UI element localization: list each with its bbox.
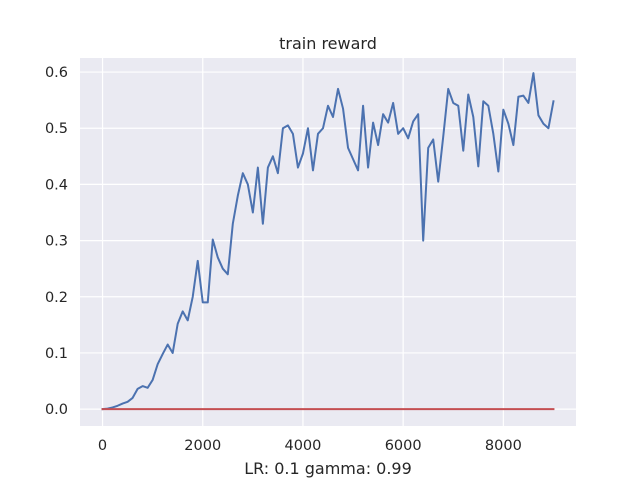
chart-title: train reward — [279, 34, 377, 53]
y-tick-label: 0.2 — [45, 290, 68, 306]
reward-series-line — [101, 72, 555, 411]
y-tick-label: 0.4 — [45, 177, 68, 193]
x-tick-label: 8000 — [485, 438, 522, 454]
x-tick-label: 6000 — [385, 438, 422, 454]
y-tick-label: 0.5 — [45, 121, 68, 137]
x-tick-label: 4000 — [284, 438, 321, 454]
x-axis-label: LR: 0.1 gamma: 0.99 — [244, 459, 412, 478]
x-tick-label: 2000 — [184, 438, 221, 454]
x-tick-label: 0 — [98, 438, 107, 454]
series-layer — [101, 72, 555, 411]
y-tick-label: 0.1 — [45, 346, 68, 362]
y-tick-label: 0.6 — [45, 65, 68, 81]
y-tick-label: 0.0 — [45, 402, 68, 418]
y-tick-label: 0.3 — [45, 234, 68, 250]
plot-area — [80, 58, 576, 426]
y-axis-ticks: 0.0 0.1 0.2 0.3 0.4 0.5 0.6 — [45, 65, 68, 418]
x-axis-ticks: 0 2000 4000 6000 8000 — [98, 438, 522, 454]
